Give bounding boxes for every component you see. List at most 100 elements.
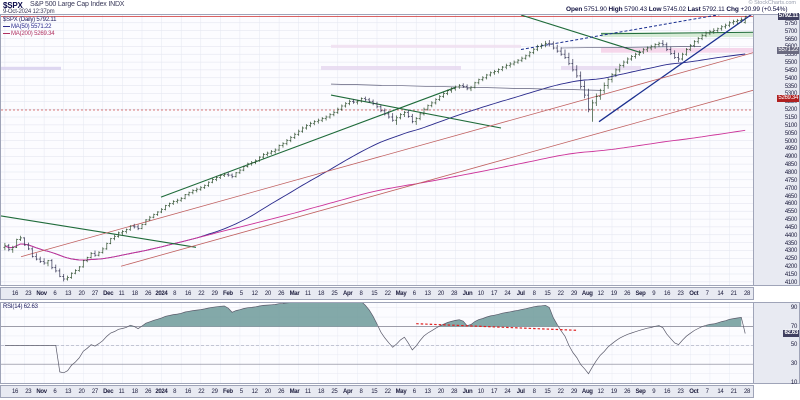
price-x-tick: Jul: [516, 291, 525, 297]
rsi-y-axis: 90 70 50 30 10 62.63: [754, 302, 800, 386]
price-x-tick: 6: [412, 291, 416, 297]
rsi-x-tick: 8: [532, 389, 536, 395]
price-y-tick: 5500: [784, 60, 797, 67]
ma200-swatch-icon: [3, 33, 10, 35]
price-x-tick: 26: [624, 291, 631, 297]
rsi-x-tick: 17: [491, 389, 498, 395]
price-x-tick: 9: [652, 291, 656, 297]
rsi-x-tick: 15: [371, 389, 378, 395]
chg-value: +20.99 (+0.54%): [740, 6, 788, 13]
ma50-price-badge: 5571.22: [777, 47, 799, 55]
trendline-red-lower: [20, 52, 753, 258]
price-y-tick: 5200: [784, 107, 797, 114]
price-x-tick: 12: [597, 291, 604, 297]
rsi-x-tick: Nov: [36, 389, 47, 395]
price-y-tick: 5300: [785, 91, 797, 97]
price-x-tick: 18: [131, 291, 138, 297]
price-x-tick: 29: [211, 291, 218, 297]
price-x-tick: 16: [184, 291, 192, 297]
price-y-tick: 4800: [784, 169, 797, 176]
price-x-tick: Nov: [36, 291, 47, 297]
price-x-axis: 16 23 Nov 6 13 20 27 Dec 11 18 26 2024 8 16 22 29 Feb 5 12…: [0, 287, 754, 300]
price-y-tick: 5650: [784, 36, 797, 43]
price-y-tick: 4450: [784, 224, 797, 231]
support-resistance-zones: [1, 32, 753, 70]
price-x-tick: 23: [25, 291, 32, 297]
last-label: Last: [687, 6, 701, 13]
low-label: Low: [648, 6, 662, 13]
rsi-current-badge: 62.63: [783, 329, 799, 337]
price-y-tick: 5050: [784, 130, 797, 137]
rsi-y-tick: 50: [790, 342, 797, 349]
price-x-tick: 28: [451, 291, 458, 297]
rsi-x-tick: 22: [198, 389, 205, 395]
price-y-tick: 4600: [784, 201, 797, 208]
price-x-tick: 25: [331, 291, 338, 297]
rsi-x-tick: 16: [11, 389, 19, 395]
price-x-tick: 11: [304, 291, 311, 297]
price-chart-panel[interactable]: [0, 14, 754, 286]
rsi-x-tick: 7: [705, 389, 709, 395]
rsi-x-tick: Dec: [103, 389, 114, 395]
trendline-green-early: [1, 215, 197, 248]
rsi-x-tick: 11: [304, 389, 311, 395]
price-x-tick: 2024: [155, 291, 168, 297]
price-chart-svg: [1, 15, 753, 285]
rsi-chart-panel[interactable]: [0, 302, 754, 384]
price-y-tick: 5000: [784, 138, 797, 145]
rsi-x-tick: Jun: [462, 389, 473, 395]
price-x-tick: 15: [371, 291, 378, 297]
price-x-tick: 15: [544, 291, 551, 297]
price-y-tick: 4350: [784, 240, 797, 247]
price-x-tick: Dec: [103, 291, 114, 297]
price-x-tick: 13: [424, 291, 431, 297]
price-x-tick: 22: [384, 291, 391, 297]
rsi-x-tick: 26: [278, 389, 285, 395]
price-y-tick: 4650: [784, 193, 797, 200]
rsi-x-tick: Aug: [581, 389, 593, 395]
rsi-x-tick: 25: [331, 389, 338, 395]
trendline-green-mid: [160, 86, 457, 198]
rsi-x-tick: 18: [318, 389, 325, 395]
rsi-x-tick: 8: [173, 389, 177, 395]
rsi-x-tick: 8: [359, 389, 363, 395]
price-x-tick: Oct: [689, 291, 699, 297]
price-y-tick: 5250: [784, 99, 797, 106]
price-y-tick: 5150: [784, 115, 797, 122]
ma50-swatch-icon: [3, 26, 10, 28]
trendline-green-flat: [600, 31, 753, 35]
rsi-x-tick: 12: [251, 389, 258, 395]
price-y-tick: 4150: [784, 272, 797, 278]
high-label: High: [608, 6, 623, 13]
ma200-line: [4, 129, 746, 261]
price-x-tick: 8: [359, 291, 363, 297]
price-x-tick: 5: [239, 291, 243, 297]
trendline-green-down: [330, 94, 502, 129]
rsi-x-tick: 2024: [155, 389, 168, 395]
rsi-x-tick: 13: [424, 389, 431, 395]
rsi-x-tick: 23: [25, 389, 32, 395]
rsi-x-tick: 15: [544, 389, 551, 395]
price-x-tick: May: [395, 291, 407, 297]
price-x-tick: 7: [705, 291, 709, 297]
rsi-overbought-fill: [130, 303, 742, 327]
price-y-axis: 5750570056505600 555055005450540053505300…: [754, 12, 800, 286]
chart-header: $SPX S&P 500 Large Cap Index INDX 9-Oct-…: [0, 0, 760, 15]
open-value: 5751.90: [583, 6, 607, 13]
price-x-tick: Apr: [342, 291, 353, 297]
price-y-tick: 5400: [784, 75, 797, 82]
symbol-ticker[interactable]: $SPX: [3, 1, 23, 10]
price-x-tick: 8: [532, 291, 536, 297]
price-gridlines: [1, 15, 753, 285]
rsi-line: [4, 303, 746, 375]
rsi-x-tick: 22: [557, 389, 564, 395]
legend-ma200-row: MA(200) 5269.34: [3, 31, 123, 38]
high-value: 5790.43: [624, 6, 648, 13]
stockcharts-watermark: © StockCharts.com: [748, 0, 796, 6]
price-y-tick: 5450: [784, 67, 797, 74]
rsi-x-tick: 23: [677, 389, 684, 395]
open-label: Open: [566, 6, 583, 13]
rsi-x-tick: 16: [664, 389, 671, 395]
price-x-tick: Jun: [462, 291, 473, 297]
